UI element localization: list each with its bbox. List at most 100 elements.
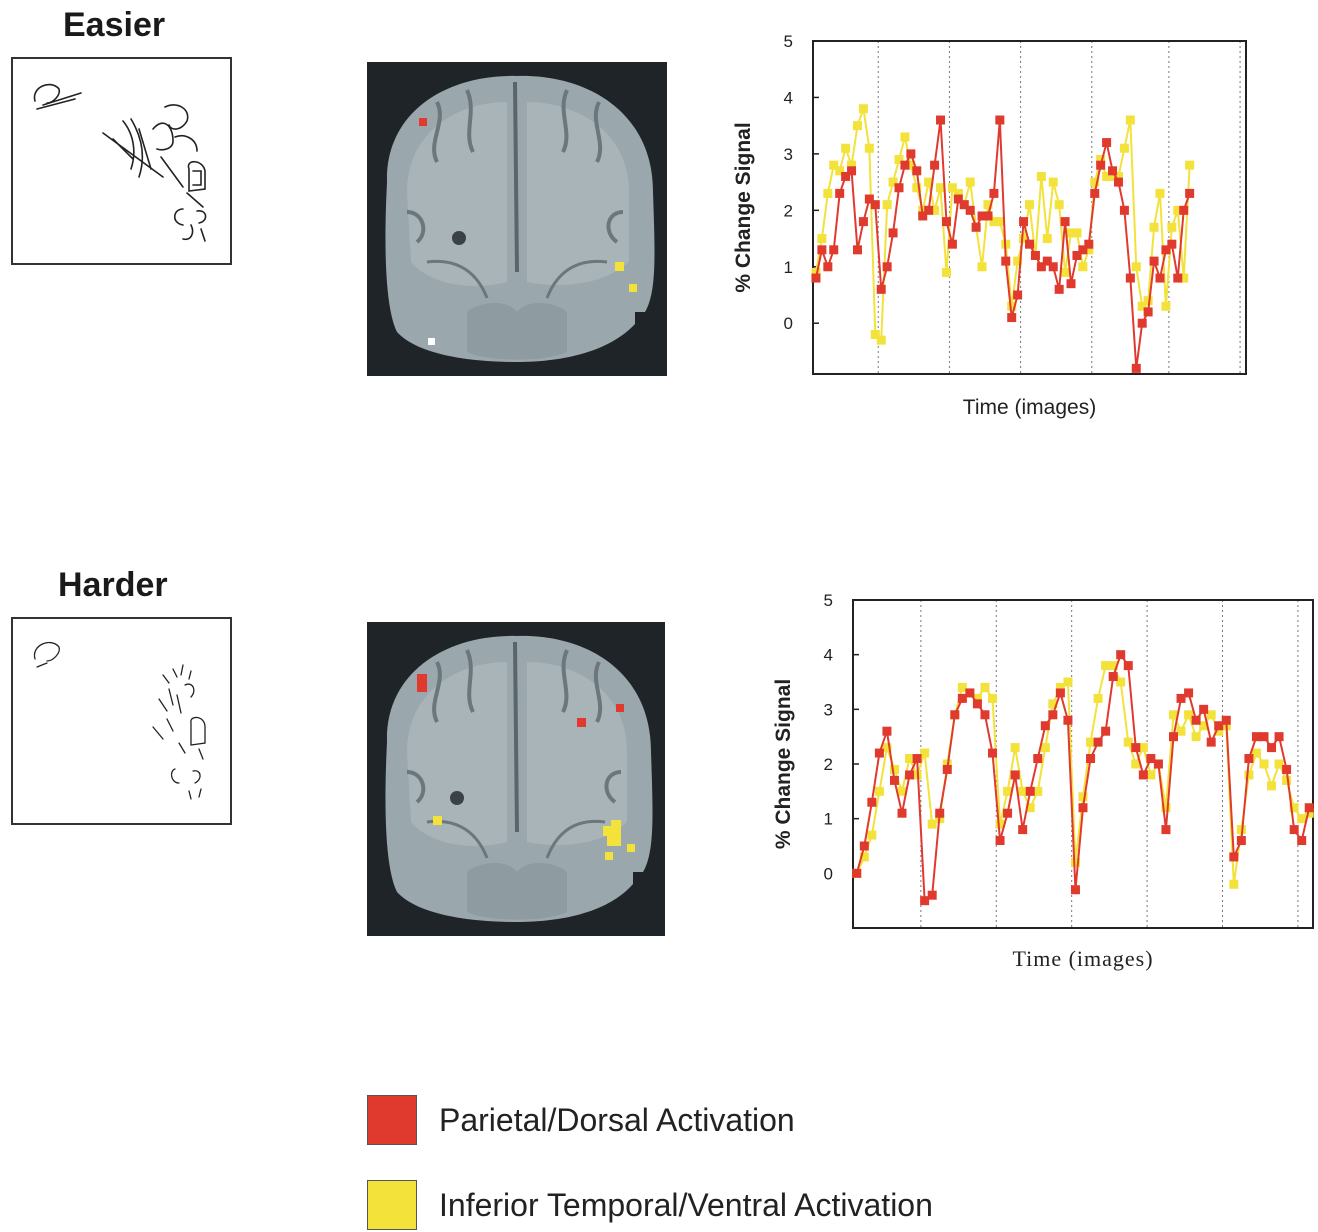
- data-point: [1113, 177, 1123, 187]
- data-point: [1251, 732, 1261, 742]
- data-point: [1125, 115, 1135, 125]
- data-point: [1206, 710, 1216, 720]
- data-point: [1066, 279, 1076, 289]
- data-point: [905, 754, 915, 764]
- data-point: [1013, 290, 1023, 300]
- data-point: [847, 166, 857, 176]
- series-line: [855, 664, 1310, 885]
- data-point: [1036, 171, 1046, 181]
- data-point: [1259, 732, 1269, 742]
- data-point: [1146, 754, 1156, 764]
- activation-voxel: [607, 836, 621, 846]
- data-point: [1018, 786, 1028, 796]
- activation-voxel: [433, 816, 442, 825]
- data-point: [1123, 661, 1133, 671]
- data-point: [1033, 786, 1043, 796]
- data-point: [1173, 205, 1183, 215]
- data-point: [935, 808, 945, 818]
- activation-voxel: [627, 844, 635, 852]
- data-point: [1119, 205, 1129, 215]
- data-point: [1102, 138, 1112, 148]
- plot-frame: [852, 599, 1314, 929]
- data-point: [1003, 808, 1013, 818]
- data-point: [1010, 743, 1020, 753]
- data-point: [1078, 803, 1088, 813]
- brain-tissue: [385, 635, 653, 922]
- data-point: [1048, 710, 1058, 720]
- data-point: [1199, 721, 1209, 731]
- easier-brain-scan: [367, 62, 667, 376]
- data-point: [852, 868, 862, 878]
- data-point: [1040, 743, 1050, 753]
- data-point: [841, 143, 851, 153]
- data-point: [927, 819, 937, 829]
- data-point: [867, 797, 877, 807]
- data-point: [858, 104, 868, 114]
- data-point: [1297, 814, 1307, 824]
- data-point: [1282, 775, 1292, 785]
- series-ventral: [811, 104, 1195, 345]
- data-point: [876, 284, 886, 294]
- activation-voxel: [615, 262, 624, 271]
- x-axis-label: Time (images): [963, 396, 1096, 419]
- data-point: [1001, 256, 1011, 266]
- x-axis-label: Time (images): [1012, 946, 1153, 971]
- data-point: [912, 754, 922, 764]
- data-point: [835, 188, 845, 198]
- data-point: [920, 896, 930, 906]
- data-point: [882, 726, 892, 736]
- data-point: [897, 808, 907, 818]
- data-point: [1251, 748, 1261, 758]
- data-point: [930, 205, 940, 215]
- data-point: [927, 890, 937, 900]
- data-point: [1149, 256, 1159, 266]
- data-point: [1274, 732, 1284, 742]
- easier-label: Easier: [63, 6, 166, 44]
- data-point: [1282, 764, 1292, 774]
- harder-signal-chart: 0 1 2 3 4 5 % Change Signal Time (images): [760, 588, 1318, 988]
- y-tick-label: 0: [784, 314, 793, 333]
- data-point: [941, 267, 951, 277]
- data-point: [1184, 710, 1194, 720]
- data-point: [867, 830, 877, 840]
- data-point: [894, 183, 904, 193]
- data-point: [882, 262, 892, 272]
- data-point: [1025, 786, 1035, 796]
- data-point: [841, 171, 851, 181]
- y-tick-label: 0: [824, 864, 833, 883]
- data-point: [1060, 217, 1070, 227]
- data-point: [924, 177, 934, 187]
- data-point: [941, 217, 951, 227]
- data-point: [1168, 710, 1178, 720]
- data-point: [1161, 301, 1171, 311]
- data-point: [900, 132, 910, 142]
- data-point: [1019, 217, 1029, 227]
- activation-voxel: [603, 826, 611, 836]
- data-point: [1025, 200, 1034, 210]
- data-point: [1236, 836, 1246, 846]
- data-point: [1185, 160, 1195, 170]
- harder-label: Harder: [58, 566, 168, 604]
- data-point: [1036, 262, 1046, 272]
- data-point: [1025, 239, 1034, 249]
- data-point: [1191, 732, 1201, 742]
- data-point: [858, 217, 868, 227]
- harder-brain-scan: [367, 622, 665, 936]
- data-point: [1214, 726, 1224, 736]
- activation-voxel: [605, 852, 613, 860]
- data-point: [1101, 726, 1111, 736]
- data-point: [1070, 885, 1080, 895]
- data-point: [882, 743, 892, 753]
- y-tick-label: 1: [784, 258, 793, 277]
- data-point: [1138, 743, 1148, 753]
- data-point: [972, 693, 982, 703]
- data-point: [1063, 677, 1073, 687]
- data-point: [1108, 661, 1118, 671]
- data-point: [1086, 754, 1096, 764]
- plot-frame: [812, 40, 1247, 375]
- data-point: [1070, 857, 1080, 867]
- data-point: [1161, 245, 1171, 255]
- data-point: [950, 710, 960, 720]
- data-point: [1102, 171, 1112, 181]
- data-point: [989, 188, 999, 198]
